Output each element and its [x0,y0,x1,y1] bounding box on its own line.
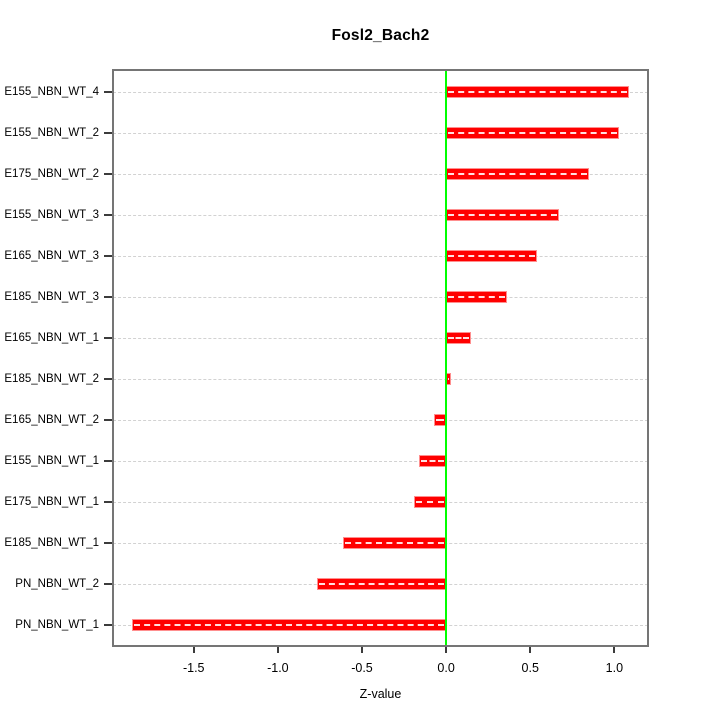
bar-overlay-dash [448,337,470,339]
row-gridline [113,501,648,503]
x-axis-tick-label: -0.5 [351,661,373,675]
row-gridline [113,296,648,298]
plot-area [104,69,649,653]
y-axis-category-label: E165_NBN_WT_2 [4,414,99,426]
bar-overlay-dash [345,542,445,544]
row-gridline [113,419,648,421]
y-axis-tick [104,542,113,544]
bar-overlay-dash [448,91,628,93]
bar-overlay-dash [448,296,505,298]
bar [316,578,447,590]
y-axis-tick [104,214,113,216]
bar-overlay-dash [448,214,557,216]
row-gridline [113,460,648,462]
y-axis-tick [104,501,113,503]
row-gridline [113,214,648,216]
bar [446,127,620,139]
bar [446,332,472,344]
x-axis-tick-label: -1.0 [267,661,289,675]
y-axis-tick [104,173,113,175]
bar [446,209,559,221]
y-axis-category-label: E185_NBN_WT_1 [4,537,99,549]
x-axis-tick [276,646,279,653]
bar-overlay-dash [436,419,445,421]
bar-overlay-dash [421,460,445,462]
y-axis-category-label: E165_NBN_WT_1 [4,332,99,344]
x-axis-title: Z-value [359,687,402,701]
bar [446,291,507,303]
y-axis-category-label: PN_NBN_WT_2 [15,578,99,590]
bar-overlay-dash [448,378,450,380]
y-axis-tick [104,583,113,585]
y-axis-tick [104,337,113,339]
x-axis-tick [360,646,363,653]
x-axis-tick-label: 1.0 [605,661,624,675]
y-axis-category-label: E155_NBN_WT_3 [4,209,99,221]
bar-overlay-dash [448,173,588,175]
bar [343,537,447,549]
y-axis-category-label: E155_NBN_WT_1 [4,455,99,467]
row-gridline [113,91,648,93]
row-gridline [113,255,648,257]
chart-title: Fosl2_Bach2 [331,27,430,44]
y-axis-category-label: E175_NBN_WT_1 [4,496,99,508]
x-axis-tick [192,646,195,653]
y-axis-category-label: E155_NBN_WT_2 [4,127,99,139]
y-axis-tick [104,296,113,298]
bar [446,86,630,98]
bar-overlay-dash [133,624,445,626]
y-axis-category-label: PN_NBN_WT_1 [15,619,99,631]
y-axis-tick [104,255,113,257]
plot-border [112,69,649,647]
zero-reference-line [445,70,448,646]
y-axis-tick [104,378,113,380]
bar-overlay-dash [318,583,445,585]
row-gridline [113,337,648,339]
x-axis-tick [613,646,616,653]
y-axis-category-label: E185_NBN_WT_3 [4,291,99,303]
bar [131,619,447,631]
x-axis-tick [445,646,448,653]
bar-overlay-dash [448,255,535,257]
x-axis-tick-label: 0.5 [521,661,539,675]
bar [446,250,537,262]
x-axis-tick-label: -1.5 [182,661,205,675]
y-axis-category-label: E165_NBN_WT_3 [4,250,99,262]
row-gridline [113,132,648,134]
y-axis-tick [104,91,113,93]
y-axis-tick [104,419,113,421]
row-gridline [113,378,648,380]
bar-overlay-dash [416,501,445,503]
y-axis-tick [104,460,113,462]
bar [414,496,447,508]
y-axis-tick [104,132,113,134]
bar [419,455,447,467]
row-gridline [113,173,648,175]
x-axis-tick-label: 0.0 [437,661,455,675]
bar [446,168,590,180]
x-axis-tick [529,646,532,653]
y-axis-category-label: E175_NBN_WT_2 [4,168,99,180]
y-axis-tick [104,624,113,626]
y-axis-category-label: E155_NBN_WT_4 [4,86,99,98]
bar-overlay-dash [448,132,618,134]
y-axis-category-label: E185_NBN_WT_2 [4,373,99,385]
